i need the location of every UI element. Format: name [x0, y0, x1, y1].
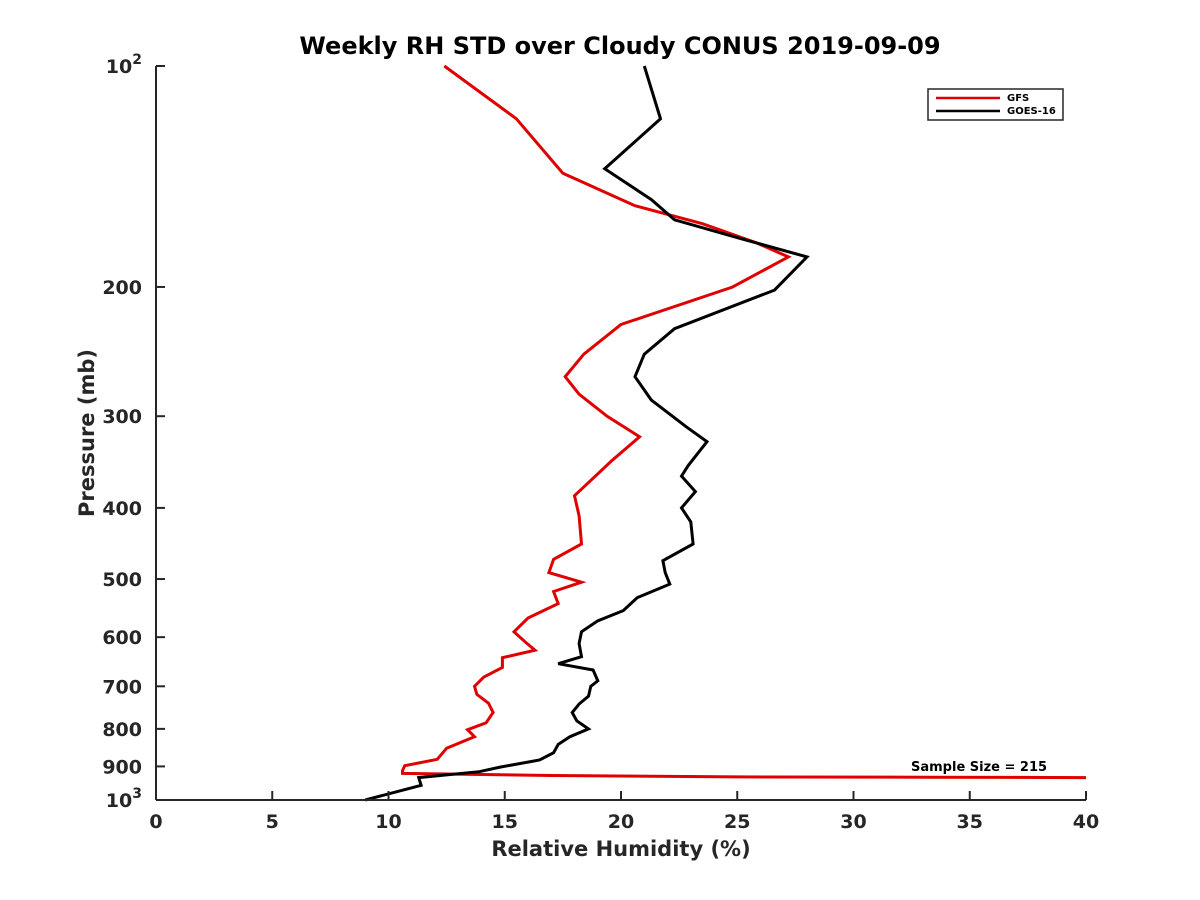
legend: GFS GOES-16: [927, 88, 1064, 121]
series-line-gfs: [401, 64, 1087, 780]
x-tick-label: 15: [492, 811, 518, 833]
legend-label-gfs: GFS: [1007, 93, 1029, 104]
y-tick-label: 102: [106, 52, 142, 78]
x-tick-label: 5: [266, 811, 279, 833]
x-tick-label: 25: [724, 811, 750, 833]
y-axis-label: Pressure (mb): [75, 349, 99, 517]
x-tick-label: 10: [375, 811, 401, 833]
x-tick-label: 35: [957, 811, 983, 833]
y-tick-label: 700: [102, 676, 142, 698]
x-axis-label: Relative Humidity (%): [491, 837, 750, 861]
y-tick-label: 500: [102, 569, 142, 591]
x-tick-label: 40: [1073, 811, 1099, 833]
y-tick-label: 103: [106, 786, 142, 812]
sample-size-annotation: Sample Size = 215: [911, 760, 1047, 775]
y-ticks: 102 200 300 400 500 600 700 800 900 103: [102, 52, 165, 812]
x-ticks: 0 5 10 15 20 25 30 35 40: [149, 791, 1099, 833]
y-tick-label: 800: [102, 719, 142, 741]
y-tick-label: 600: [102, 627, 142, 649]
legend-box: [927, 88, 1064, 121]
y-tick-label: 300: [102, 406, 142, 428]
y-tick-label: 200: [102, 277, 142, 299]
x-tick-label: 20: [608, 811, 634, 833]
legend-label-goes16: GOES-16: [1007, 106, 1056, 117]
series-layer: [364, 64, 1087, 802]
x-tick-label: 0: [149, 811, 162, 833]
series-line-goes16: [364, 65, 810, 802]
y-tick-label: 900: [102, 756, 142, 778]
y-tick-label: 400: [102, 498, 142, 520]
x-tick-label: 30: [840, 811, 866, 833]
chart-title: Weekly RH STD over Cloudy CONUS 2019-09-…: [299, 32, 940, 60]
